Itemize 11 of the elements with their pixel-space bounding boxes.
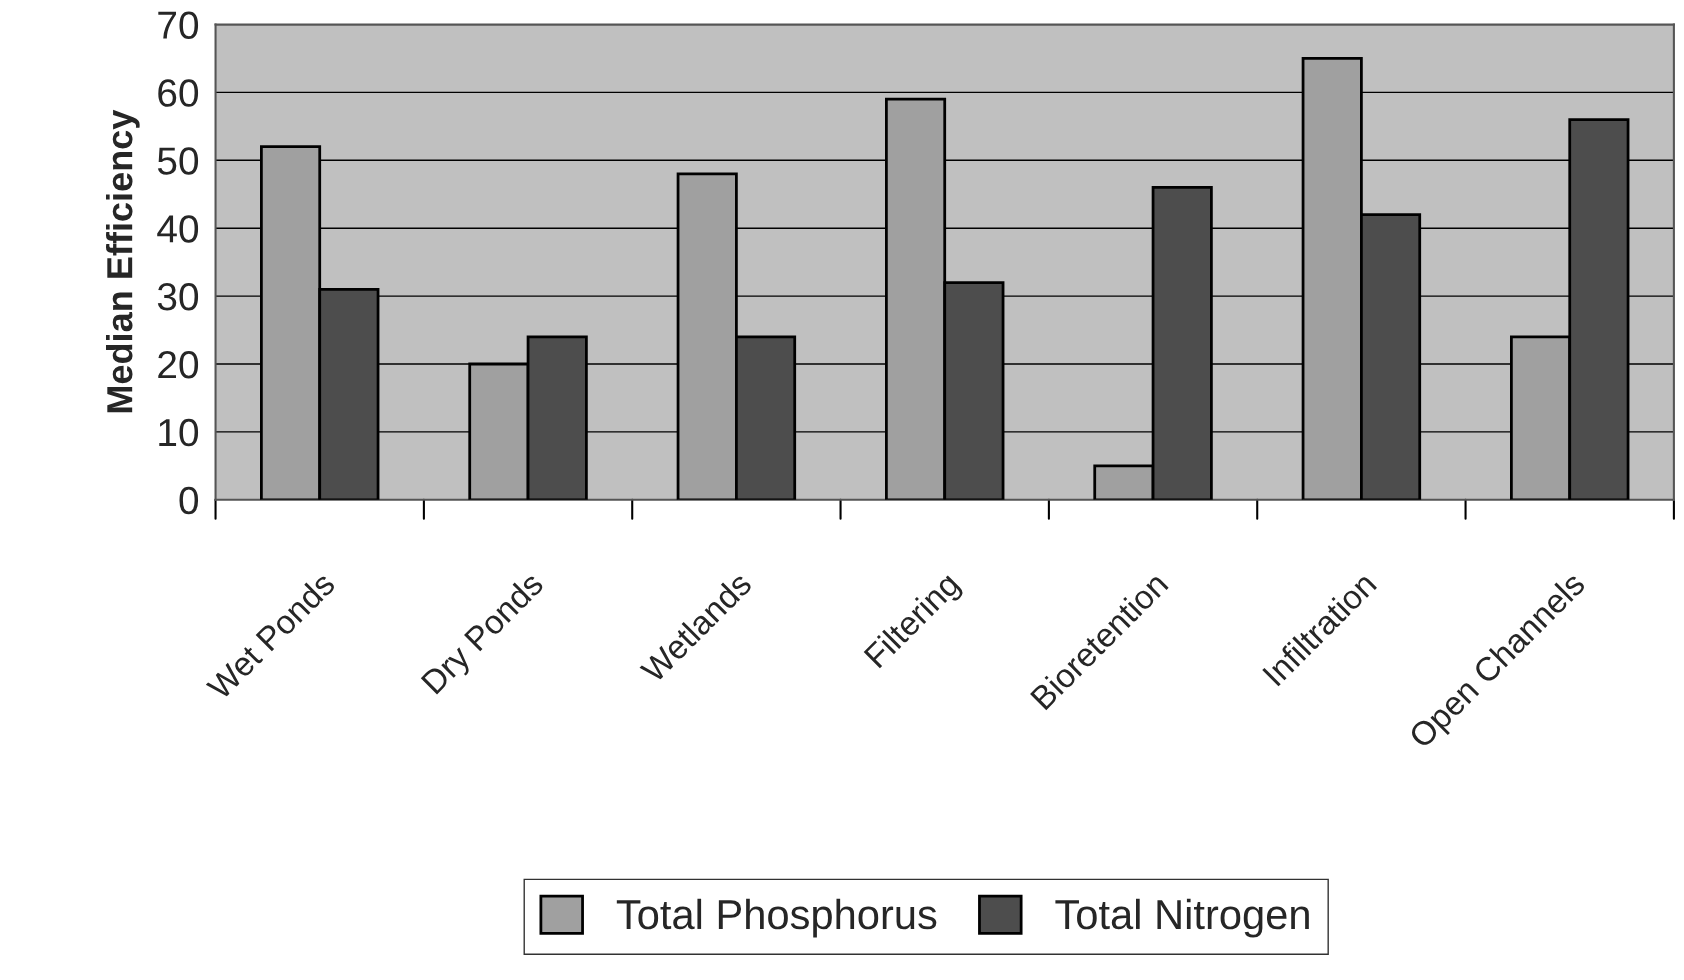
y-tick-label: 0 [179,486,199,515]
y-tick-label: 30 [157,283,199,311]
y-tick-label: 60 [158,79,199,107]
y-tick-label: 10 [159,418,199,447]
y-tick-label: 70 [158,11,199,39]
y-tick-label: 50 [157,147,199,175]
y-tick-label: 40 [157,215,199,243]
legend-label: Total Phosphorus [616,898,937,938]
y-axis-title: Median Efficiency [106,109,140,413]
y-tick-label: 20 [158,350,199,379]
legend-label: Total Nitrogen [1055,898,1309,938]
